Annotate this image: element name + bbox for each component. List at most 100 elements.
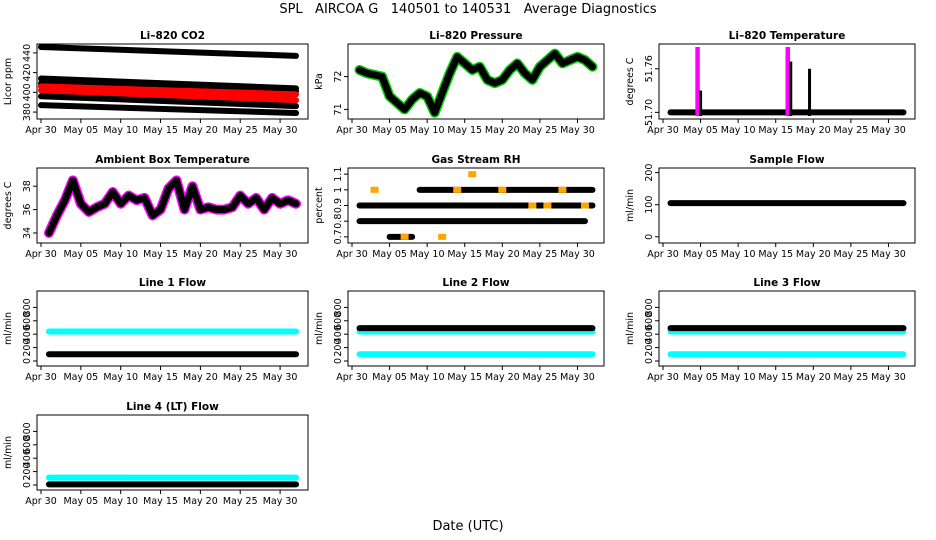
y-axis-title: ml/min — [314, 312, 325, 345]
x-axis-label: Date (UTC) — [432, 519, 504, 534]
x-tick-label: May 10 — [103, 372, 138, 383]
series-band — [38, 75, 300, 92]
series-line — [356, 50, 596, 117]
series-rh-orange — [370, 171, 589, 240]
x-tick-label: May 20 — [183, 496, 218, 507]
x-tick-label: May 30 — [560, 249, 595, 260]
panel-title: Line 1 Flow — [139, 277, 206, 289]
y-tick-label: 72 — [333, 71, 344, 83]
data-point — [580, 202, 589, 209]
y-axis-title: degrees C — [625, 57, 636, 105]
data-point — [558, 186, 567, 193]
x-tick-label: May 25 — [223, 249, 258, 260]
x-tick-label: Apr 30 — [25, 125, 57, 136]
x-tick-label: May 30 — [871, 372, 906, 383]
y-tick-label: 200 — [22, 339, 33, 357]
panel-3: Li–820 Temperature 51.70 51.76 degrees C Apr… — [625, 30, 916, 136]
y-tick-label: 600 — [333, 312, 344, 330]
x-tick-label: May 15 — [758, 249, 793, 260]
x-tick-label: May 20 — [485, 249, 520, 260]
x-tick-label: May 30 — [263, 496, 298, 507]
y-axis-title: percent — [314, 187, 325, 224]
panel-title: Line 2 Flow — [442, 277, 509, 289]
x-tick-label: May 15 — [447, 125, 482, 136]
panel-title: Li–820 Pressure — [429, 30, 522, 42]
x-tick-label: May 15 — [758, 372, 793, 383]
x-tick-label: May 25 — [834, 372, 869, 383]
x-tick-label: Apr 30 — [336, 249, 368, 260]
plot-frame — [36, 167, 309, 244]
y-tick-label: 0 — [22, 358, 33, 364]
x-tick-label: May 20 — [183, 372, 218, 383]
x-tick-label: May 20 — [796, 249, 831, 260]
plot-frame — [658, 43, 916, 120]
y-tick-label: 400 — [22, 83, 33, 101]
x-tick-label: May 25 — [523, 249, 558, 260]
y-tick-label: 800 — [22, 298, 33, 316]
y-axis-title: Licor ppm — [3, 58, 14, 105]
y-tick-label: 200 — [22, 463, 33, 481]
series-pressure — [354, 48, 598, 118]
series-black-4 — [38, 93, 300, 110]
x-tick-label: May 10 — [721, 125, 756, 136]
x-tick-label: May 20 — [796, 372, 831, 383]
x-tick-label: May 15 — [143, 496, 178, 507]
panel-title: Gas Stream RH — [431, 154, 520, 166]
series-band — [38, 87, 300, 104]
y-tick-label: 380 — [22, 103, 33, 121]
y-tick-label: 200 — [333, 339, 344, 357]
y-tick-label: 400 — [333, 325, 344, 343]
y-axis-title: ml/min — [625, 189, 636, 222]
y-tick-label: 440 — [22, 44, 33, 62]
x-tick-label: May 10 — [410, 125, 445, 136]
x-tick-label: May 20 — [796, 125, 831, 136]
x-tick-label: May 05 — [683, 372, 718, 383]
x-tick-label: May 25 — [223, 125, 258, 136]
x-tick-label: May 10 — [103, 496, 138, 507]
y-tick-label: 420 — [22, 64, 33, 82]
x-tick-label: May 30 — [871, 125, 906, 136]
x-tick-label: May 10 — [721, 372, 756, 383]
y-tick-label: 400 — [22, 325, 33, 343]
y-tick-label: 100 — [644, 196, 655, 214]
data-point — [543, 202, 552, 209]
panel-2: Li–820 Pressure 71 72 kPa Apr 30 May 05 May 10… — [314, 30, 605, 136]
x-tick-label: May 10 — [103, 125, 138, 136]
y-tick-label: 600 — [22, 436, 33, 454]
x-tick-label: May 10 — [721, 249, 756, 260]
series-band — [38, 83, 300, 98]
x-tick-label: May 30 — [871, 249, 906, 260]
series-box-temp — [43, 175, 302, 238]
series-red-2 — [38, 87, 300, 104]
panel-title: Li–820 CO2 — [140, 30, 205, 42]
y-tick-label: 400 — [22, 449, 33, 467]
plot-frame — [347, 43, 605, 120]
x-tick-label: May 25 — [223, 496, 258, 507]
y-tick-label: 0 — [333, 358, 344, 364]
x-tick-label: May 10 — [410, 249, 445, 260]
x-tick-label: Apr 30 — [647, 125, 679, 136]
y-tick-label: 800 — [333, 298, 344, 316]
y-tick-label: 0.8 — [333, 214, 344, 229]
series-red-1 — [38, 83, 300, 98]
series-spikes-magenta — [695, 47, 791, 116]
x-tick-label: Apr 30 — [25, 372, 57, 383]
x-tick-label: May 25 — [834, 125, 869, 136]
panel-title: Ambient Box Temperature — [95, 154, 250, 166]
y-axis-title: ml/min — [3, 436, 14, 469]
x-tick-label: Apr 30 — [336, 372, 368, 383]
series-spikes-black — [699, 61, 812, 116]
panel-5: Gas Stream RH 0.70.80.9 1 1.1 percent Apr 30 M… — [314, 154, 605, 260]
x-tick-label: Apr 30 — [336, 125, 368, 136]
panel-4: Ambient Box Temperature 34 36 38 degrees C Ap… — [3, 154, 309, 260]
data-point — [400, 233, 409, 240]
x-tick-label: May 15 — [143, 249, 178, 260]
plot-frame — [658, 290, 916, 367]
x-tick-label: May 10 — [410, 372, 445, 383]
plot-frame — [658, 167, 916, 244]
plot-frame — [36, 43, 309, 120]
x-tick-label: May 25 — [223, 372, 258, 383]
